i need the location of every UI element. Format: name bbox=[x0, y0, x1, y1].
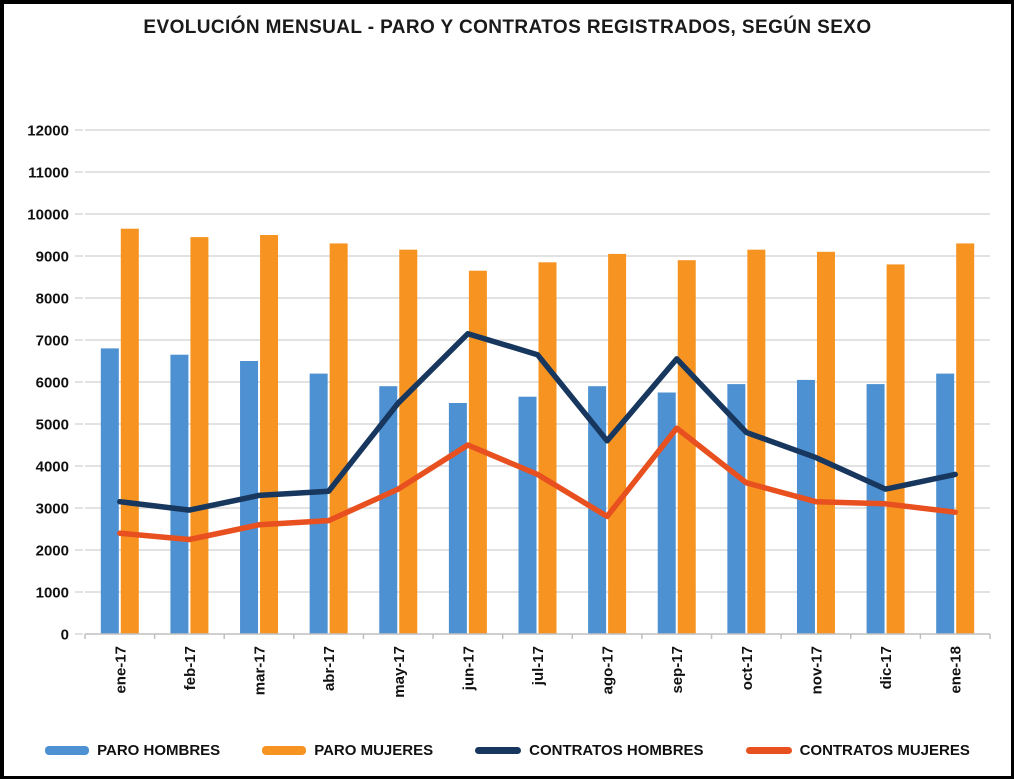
bar-paro-hombres-jul-17 bbox=[518, 396, 537, 634]
legend-swatch-paro-mujeres bbox=[262, 746, 307, 755]
x-axis-label-feb-17: feb-17 bbox=[182, 646, 199, 690]
bar-paro-hombres-dic-17 bbox=[866, 384, 885, 634]
bar-paro-hombres-ene-18 bbox=[936, 373, 955, 634]
legend-item-paro-hombres: PARO HOMBRES bbox=[45, 742, 220, 759]
y-axis-label: 1000 bbox=[36, 585, 69, 602]
y-axis-label: 8000 bbox=[36, 291, 69, 308]
chart-legend: PARO HOMBRES PARO MUJERES CONTRATOS HOMBRE… bbox=[4, 742, 1011, 759]
x-axis-label-dic-17: dic-17 bbox=[878, 646, 895, 689]
y-axis-label: 2000 bbox=[36, 543, 69, 560]
x-axis-label-jun-17: jun-17 bbox=[460, 646, 477, 691]
y-axis-label: 4000 bbox=[36, 459, 69, 476]
y-axis-label: 5000 bbox=[36, 417, 69, 434]
legend-swatch-paro-hombres bbox=[45, 746, 90, 755]
bar-paro-mujeres-nov-17 bbox=[816, 251, 835, 635]
x-axis-label-oct-17: oct-17 bbox=[739, 646, 756, 690]
bar-paro-mujeres-oct-17 bbox=[747, 249, 766, 634]
bar-paro-mujeres-feb-17 bbox=[190, 237, 209, 634]
x-axis-label-abr-17: abr-17 bbox=[321, 646, 338, 691]
y-axis-label: 12000 bbox=[27, 123, 69, 140]
x-axis-label-nov-17: nov-17 bbox=[808, 646, 825, 694]
line-contratos-hombres bbox=[117, 330, 958, 513]
legend-item-contratos-hombres: CONTRATOS HOMBRES bbox=[475, 742, 704, 759]
legend-swatch-contratos-mujeres bbox=[745, 747, 792, 754]
legend-swatch-contratos-hombres bbox=[475, 747, 522, 754]
bar-paro-hombres-nov-17 bbox=[796, 379, 815, 634]
y-axis-label: 10000 bbox=[27, 207, 69, 224]
bar-paro-mujeres-dic-17 bbox=[886, 264, 905, 634]
x-axis-label-mar-17: mar-17 bbox=[252, 646, 269, 695]
bar-paro-hombres-jun-17 bbox=[448, 403, 467, 634]
bar-paro-hombres-sep-17 bbox=[657, 392, 676, 634]
y-axis-label: 9000 bbox=[36, 249, 69, 266]
bar-paro-hombres-abr-17 bbox=[309, 373, 328, 634]
bar-paro-mujeres-jun-17 bbox=[468, 270, 487, 634]
plot-area: 0 1000 2000 3000 4000 5000 6000 7000 8000 9000 100… bbox=[27, 123, 991, 698]
bar-paro-hombres-ene-17 bbox=[100, 348, 119, 634]
bar-paro-hombres-may-17 bbox=[379, 386, 398, 634]
legend-label: CONTRATOS HOMBRES bbox=[529, 742, 704, 759]
bar-paro-mujeres-mar-17 bbox=[260, 235, 279, 634]
x-axis-label-sep-17: sep-17 bbox=[669, 646, 686, 694]
bar-paro-mujeres-jul-17 bbox=[538, 262, 557, 634]
x-axis-label-ene-18: ene-18 bbox=[948, 646, 965, 694]
x-axis-label-jul-17: jul-17 bbox=[530, 646, 547, 686]
legend-label: PARO HOMBRES bbox=[97, 742, 221, 759]
x-axis-label-may-17: may-17 bbox=[391, 646, 408, 698]
bar-paro-mujeres-may-17 bbox=[399, 249, 418, 634]
bar-paro-mujeres-ene-17 bbox=[120, 228, 139, 634]
x-axis-label-ago-17: ago-17 bbox=[600, 646, 617, 694]
y-axis-label: 11000 bbox=[28, 165, 69, 182]
bar-paro-mujeres-ene-18 bbox=[956, 243, 975, 634]
legend-item-paro-mujeres: PARO MUJERES bbox=[262, 742, 433, 759]
y-axis-label: 0 bbox=[61, 627, 69, 644]
legend-label: PARO MUJERES bbox=[314, 742, 434, 759]
x-axis-label-ene-17: ene-17 bbox=[112, 646, 129, 694]
bar-paro-hombres-feb-17 bbox=[170, 354, 189, 634]
chart-title: EVOLUCIÓN MENSUAL - PARO Y CONTRATOS REG… bbox=[143, 17, 872, 38]
bar-paro-hombres-oct-17 bbox=[727, 384, 746, 634]
legend-item-contratos-mujeres: CONTRATOS MUJERES bbox=[745, 742, 970, 759]
y-axis-label: 3000 bbox=[36, 501, 69, 518]
line-contratos-mujeres bbox=[117, 425, 958, 543]
y-axis-label: 6000 bbox=[36, 375, 69, 392]
bar-paro-mujeres-sep-17 bbox=[677, 260, 696, 634]
y-axis-label: 7000 bbox=[36, 333, 69, 350]
bar-paro-mujeres-abr-17 bbox=[329, 243, 348, 634]
legend-label: CONTRATOS MUJERES bbox=[799, 742, 970, 759]
bar-paro-mujeres-ago-17 bbox=[608, 253, 627, 634]
